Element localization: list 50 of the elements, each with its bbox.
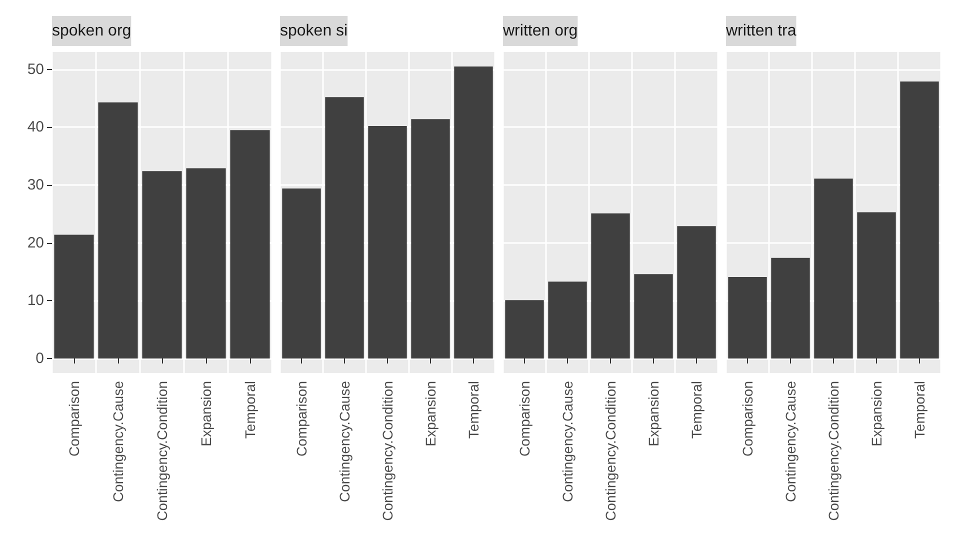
x-tick-label: Contingency.Cause [110, 380, 126, 502]
x-tick-label: Contingency.Cause [336, 380, 352, 502]
x-tick-label: Contingency.Condition [602, 381, 618, 521]
bar [454, 66, 493, 359]
bar [548, 282, 587, 359]
y-tick-label: 30 [27, 176, 44, 194]
bar [857, 212, 896, 359]
x-tick-label: Expansion [868, 381, 884, 446]
bar [54, 234, 94, 359]
bar [230, 130, 270, 359]
bar [814, 178, 853, 359]
y-tick-label: 10 [27, 292, 44, 310]
x-tick-label: Contingency.Condition [826, 381, 842, 521]
bar [771, 258, 810, 359]
chart-title: written org [502, 22, 578, 40]
x-tick-label: Contingency.Cause [560, 380, 576, 502]
x-tick-label: Temporal [688, 381, 704, 439]
bar [142, 171, 182, 359]
bar [677, 226, 716, 359]
bar [411, 119, 450, 359]
bar [591, 213, 630, 359]
bar [186, 168, 226, 359]
y-tick-label: 40 [27, 118, 44, 136]
x-tick-label: Expansion [422, 381, 438, 446]
x-tick-label: Comparison [294, 381, 310, 456]
bar [98, 102, 138, 359]
x-tick-label: Comparison [66, 381, 82, 456]
x-tick-label: Expansion [646, 381, 662, 446]
x-tick-label: Expansion [198, 381, 214, 446]
bar [505, 300, 544, 359]
x-tick-label: Temporal [242, 381, 258, 439]
chart-title: spoken org [52, 22, 132, 40]
bar [900, 81, 939, 359]
bar [728, 276, 767, 359]
bar [282, 188, 321, 359]
x-tick-label: Comparison [740, 381, 756, 456]
y-tick-label: 0 [36, 350, 44, 368]
x-tick-label: Comparison [516, 381, 532, 456]
chart-title: spoken si [280, 22, 348, 40]
bar [368, 126, 407, 359]
x-tick-label: Temporal [466, 381, 482, 439]
x-tick-label: Contingency.Condition [380, 381, 396, 521]
bar [634, 274, 673, 359]
y-tick-label: 20 [27, 234, 44, 252]
x-tick-label: Contingency.Condition [154, 381, 170, 521]
x-tick-label: Contingency.Cause [782, 380, 798, 502]
x-tick-label: Temporal [912, 381, 928, 439]
bar [325, 97, 364, 359]
chart-title: written tra [725, 22, 796, 40]
y-tick-label: 50 [27, 60, 44, 78]
